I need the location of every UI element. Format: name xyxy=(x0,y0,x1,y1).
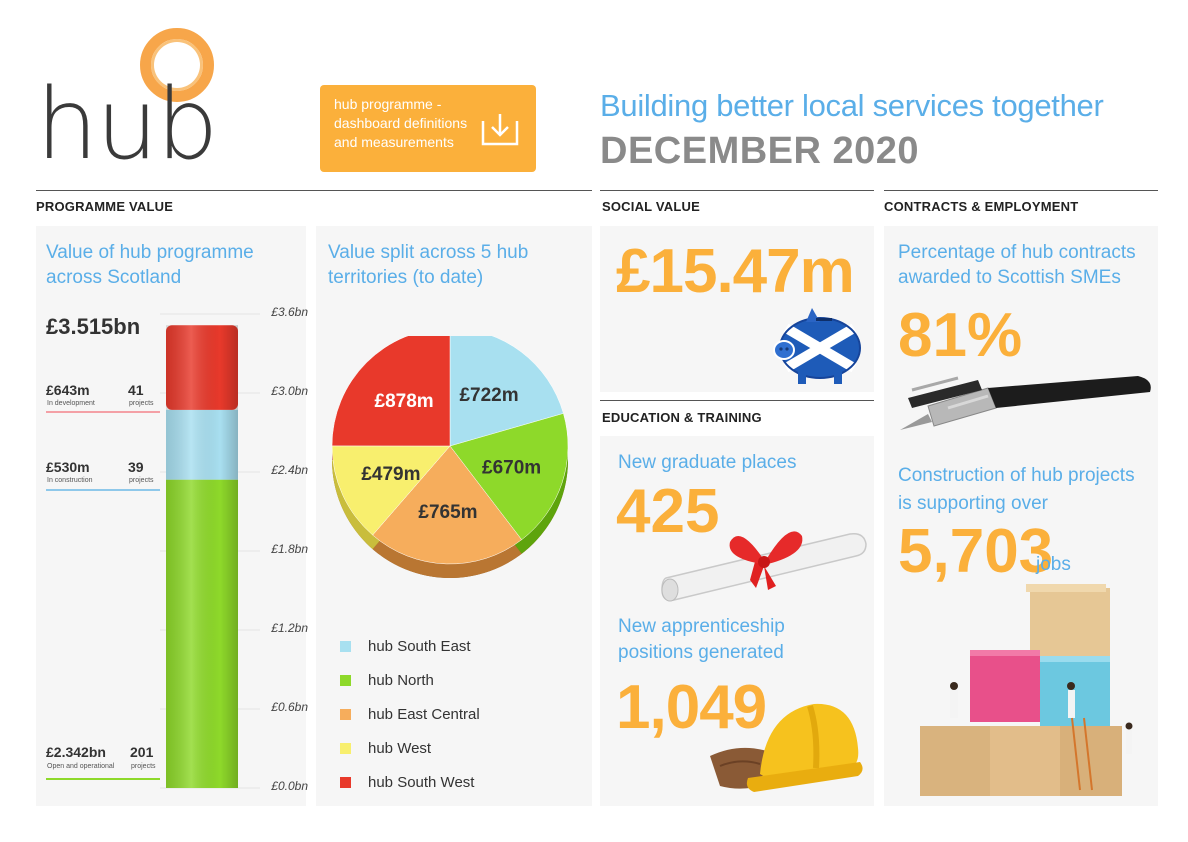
operational-label: Open and operational xyxy=(47,763,115,770)
legend-item: hub South West xyxy=(340,772,474,792)
y-tick-label: £2.4bn xyxy=(271,463,308,477)
y-tick-label: £1.8bn xyxy=(271,542,308,556)
development-count-label: projects xyxy=(129,400,154,407)
legend-swatch xyxy=(340,776,351,788)
operational-underline xyxy=(46,778,160,780)
pie-slice-hub-south-east xyxy=(449,336,564,447)
hard-hat-gloves-image xyxy=(710,703,863,792)
development-count: 41 xyxy=(128,382,144,398)
piggy-bank-saltire-image xyxy=(773,308,861,384)
y-tick-label: £0.6bn xyxy=(271,700,308,714)
pie-slice-hub-east-central xyxy=(372,445,523,565)
legend-item: hub West xyxy=(340,738,431,758)
pie-data-label: £479m xyxy=(361,464,420,485)
building-blocks-image xyxy=(920,584,1133,796)
legend-label: hub South East xyxy=(368,637,471,655)
tagline: Building better local services together xyxy=(600,88,1104,123)
sme-title: Percentage of hub contracts awarded to S… xyxy=(898,242,1136,288)
bar-shading xyxy=(166,325,238,410)
legend-label: hub North xyxy=(368,671,434,689)
y-tick-label: £0.0bn xyxy=(271,779,308,793)
operational-count: 201 xyxy=(130,744,154,760)
legend-label: hub West xyxy=(368,739,432,757)
y-tick-label: £1.2bn xyxy=(271,621,308,635)
programme-value-chart xyxy=(160,313,260,789)
section-title-social-value: SOCIAL VALUE xyxy=(602,199,700,214)
development-value: £643m xyxy=(46,382,90,398)
legend-swatch xyxy=(340,640,351,652)
pie-slice-hub-west xyxy=(331,445,451,536)
legend-item: hub East Central xyxy=(340,704,480,724)
legend-item: hub South East xyxy=(340,636,471,656)
legend-item: hub North xyxy=(340,670,434,690)
pie-data-label: £765m xyxy=(418,502,477,523)
legend-label: hub South West xyxy=(368,773,475,791)
section-title-contracts: CONTRACTS & EMPLOYMENT xyxy=(884,199,1079,214)
pie-data-label: £878m xyxy=(375,391,434,412)
construction-underline xyxy=(46,489,160,491)
apprentice-title: New apprenticeship positions generated xyxy=(618,616,785,663)
divider xyxy=(600,400,874,401)
construction-count: 39 xyxy=(128,459,144,475)
territories-title: Value split across 5 hub territories (to… xyxy=(328,242,529,288)
operational-count-label: projects xyxy=(131,763,156,770)
divider xyxy=(36,190,592,191)
programme-value-title: Value of hub programme across Scotland xyxy=(46,242,254,288)
programme-total: £3.515bn xyxy=(46,314,141,339)
legend-swatch xyxy=(340,674,351,686)
report-date: DECEMBER 2020 xyxy=(600,130,920,172)
definitions-button-label: hub programme - dashboard definitions an… xyxy=(334,96,468,150)
social-value: £15.47m xyxy=(616,237,855,306)
section-title-education: EDUCATION & TRAINING xyxy=(602,410,762,425)
section-title-programme-value: PROGRAMME VALUE xyxy=(36,199,174,214)
divider xyxy=(600,190,874,191)
legend-label: hub East Central xyxy=(368,705,480,723)
construction-count-label: projects xyxy=(129,477,154,484)
fountain-pen-image xyxy=(900,376,1151,430)
jobs-value: 5,703 xyxy=(898,517,1054,586)
graduate-value: 425 xyxy=(616,477,720,546)
definitions-button[interactable]: hub programme - dashboard definitions an… xyxy=(320,85,536,172)
divider xyxy=(884,190,1158,191)
bar-shading xyxy=(166,409,238,480)
logo-ring xyxy=(140,28,214,102)
pie-slice-hub-south-west xyxy=(331,336,451,447)
development-label: In development xyxy=(47,400,95,407)
apprentice-value: 1,049 xyxy=(616,673,767,742)
download-icon xyxy=(481,114,519,146)
development-underline xyxy=(46,411,160,413)
legend-swatch xyxy=(340,708,351,720)
bar-shading xyxy=(166,479,238,788)
legend-swatch xyxy=(340,742,351,754)
construction-label: In construction xyxy=(47,477,93,484)
construction-value: £530m xyxy=(46,459,90,475)
pie-data-label: £722m xyxy=(459,385,518,406)
diploma-ribbon-image xyxy=(661,531,867,602)
y-tick-label: £3.6bn xyxy=(271,305,308,319)
territory-pie-chart: £722m £670m £765m £479m £878m xyxy=(331,336,569,578)
jobs-title: Construction of hub projects is supporti… xyxy=(898,465,1135,514)
graduate-title: New graduate places xyxy=(618,452,797,473)
operational-value: £2.342bn xyxy=(46,744,106,760)
pie-slice-hub-north xyxy=(449,413,569,541)
pie-data-label: £670m xyxy=(482,457,541,478)
sme-percentage: 81% xyxy=(898,301,1023,370)
y-tick-label: £3.0bn xyxy=(271,384,308,398)
logo: hub xyxy=(36,68,218,182)
jobs-unit: jobs xyxy=(1036,554,1071,575)
